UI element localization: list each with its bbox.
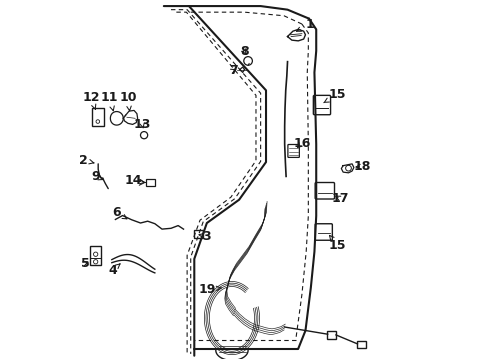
Text: 10: 10: [119, 91, 137, 111]
FancyBboxPatch shape: [314, 183, 334, 199]
Text: 15: 15: [323, 88, 346, 103]
FancyBboxPatch shape: [287, 144, 299, 157]
Bar: [193, 230, 202, 238]
FancyBboxPatch shape: [314, 224, 332, 240]
Text: 11: 11: [101, 91, 118, 111]
Text: 6: 6: [112, 206, 127, 219]
FancyBboxPatch shape: [313, 95, 330, 115]
Text: 17: 17: [331, 192, 348, 205]
Text: 15: 15: [328, 235, 346, 252]
Text: 9: 9: [91, 170, 103, 183]
Text: 18: 18: [353, 160, 370, 173]
Text: 2: 2: [80, 154, 94, 167]
Text: 8: 8: [240, 45, 248, 58]
Text: 7: 7: [228, 64, 237, 77]
Text: 13: 13: [133, 118, 151, 131]
Bar: [326, 331, 335, 338]
Bar: [90, 246, 101, 265]
Bar: [92, 108, 104, 126]
Text: 16: 16: [293, 137, 310, 150]
Text: 14: 14: [124, 174, 144, 187]
Bar: [357, 341, 366, 348]
Text: 19: 19: [198, 283, 221, 296]
Text: 3: 3: [199, 230, 211, 243]
Text: 12: 12: [82, 91, 100, 109]
Bar: [145, 179, 155, 186]
Text: 1: 1: [296, 18, 313, 31]
Text: 5: 5: [81, 257, 89, 270]
Text: 4: 4: [108, 264, 120, 277]
